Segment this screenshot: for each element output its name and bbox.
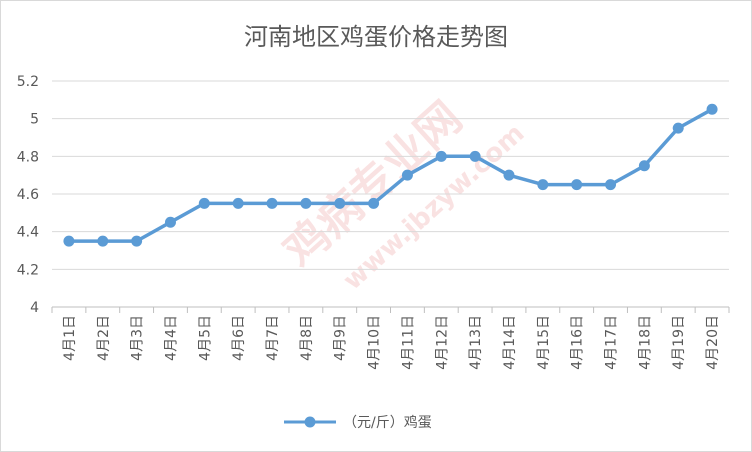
x-axis: 4月1日 4月2日 4月3日 4月4日 4月5日 4月6日 4月7日 4月8日 4月9日 4月10… bbox=[51, 306, 730, 370]
x-tick-label: 4月20日 bbox=[705, 315, 721, 370]
data-point bbox=[672, 122, 684, 134]
data-point bbox=[503, 169, 515, 181]
data-point bbox=[435, 150, 447, 162]
y-tick-label: 5 bbox=[30, 112, 39, 128]
data-point bbox=[97, 235, 109, 247]
x-tick-label: 4月9日 bbox=[333, 315, 349, 361]
x-tick-label: 4月3日 bbox=[130, 315, 146, 361]
x-tick-label: 4月14日 bbox=[502, 315, 518, 370]
x-tick-label: 4月11日 bbox=[400, 315, 416, 370]
data-point bbox=[198, 197, 210, 209]
data-point bbox=[300, 197, 312, 209]
y-axis-labels: 4 4.2 4.4 4.6 4.8 5 5.2 bbox=[17, 74, 39, 316]
data-point bbox=[469, 150, 481, 162]
x-tick-label: 4月12日 bbox=[434, 315, 450, 370]
grid bbox=[52, 80, 729, 270]
y-tick-label: 4.2 bbox=[17, 262, 39, 278]
x-tick-label: 4月13日 bbox=[468, 315, 484, 370]
x-tick-label: 4月4日 bbox=[163, 315, 179, 361]
data-point bbox=[266, 197, 278, 209]
data-point bbox=[232, 197, 244, 209]
x-tick-label: 4月6日 bbox=[231, 315, 247, 361]
x-tick-label: 4月16日 bbox=[570, 315, 586, 370]
data-point bbox=[63, 235, 75, 247]
chart-title: 河南地区鸡蛋价格走势图 bbox=[244, 23, 508, 51]
data-point bbox=[164, 216, 176, 228]
x-tick-label: 4月7日 bbox=[265, 315, 281, 361]
data-point bbox=[401, 169, 413, 181]
x-tick-label: 4月5日 bbox=[197, 315, 213, 361]
x-tick-label: 4月18日 bbox=[637, 315, 653, 370]
data-point bbox=[334, 197, 346, 209]
y-tick-label: 5.2 bbox=[17, 74, 39, 90]
data-point bbox=[131, 235, 143, 247]
x-tick-label: 4月19日 bbox=[671, 315, 687, 370]
legend: （元/斤）鸡蛋 bbox=[284, 414, 432, 431]
y-tick-label: 4.8 bbox=[17, 149, 39, 165]
data-point bbox=[571, 179, 583, 191]
series bbox=[63, 103, 718, 247]
legend-label: （元/斤）鸡蛋 bbox=[343, 414, 432, 431]
x-tick-label: 4月2日 bbox=[96, 315, 112, 361]
y-tick-label: 4.6 bbox=[17, 187, 39, 203]
data-point bbox=[638, 160, 650, 172]
legend-marker-swatch bbox=[304, 416, 316, 428]
x-tick-label: 4月15日 bbox=[536, 315, 552, 370]
x-tick-label: 4月8日 bbox=[299, 315, 315, 361]
y-tick-label: 4.4 bbox=[17, 225, 39, 241]
data-point bbox=[605, 179, 617, 191]
data-point bbox=[706, 103, 718, 115]
y-tick-label: 4 bbox=[30, 300, 39, 316]
data-point bbox=[368, 197, 380, 209]
x-tick-label: 4月17日 bbox=[604, 315, 620, 370]
x-tick-label: 4月1日 bbox=[62, 315, 78, 361]
x-tick-label: 4月10日 bbox=[367, 315, 383, 370]
series-line bbox=[67, 107, 714, 243]
data-point bbox=[537, 179, 549, 191]
